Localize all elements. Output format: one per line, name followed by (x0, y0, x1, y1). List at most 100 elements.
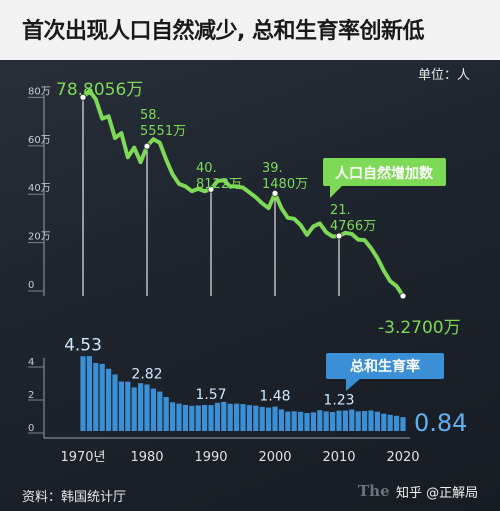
top-y-tick-label: 40万 (28, 183, 51, 194)
fertility-bar (394, 415, 400, 431)
series-label-pointer-natural (330, 186, 342, 198)
callout-label: 4766万 (330, 219, 376, 234)
x-tick-label: 2010 (322, 450, 355, 465)
fertility-bar (208, 405, 214, 431)
callout-label: 40. (196, 161, 217, 176)
fertility-bar (182, 404, 188, 431)
fertility-bar (246, 405, 252, 431)
x-tick-label: 2000 (258, 450, 291, 465)
fertility-value-label: 1.48 (259, 389, 290, 405)
fertility-bar (298, 411, 304, 431)
fertility-bar (131, 387, 137, 431)
fertility-bar (157, 391, 163, 431)
fertility-bar (170, 402, 176, 431)
fertility-bar (176, 403, 182, 431)
fertility-value-label: 1.23 (323, 393, 354, 409)
bottom-y-tick-label: 0 (28, 423, 34, 434)
natural-increase-line (81, 88, 405, 298)
callout-label: 5551万 (140, 124, 186, 139)
fertility-value-label: 0.84 (414, 409, 467, 437)
chart-title: 首次出现人口自然减少, 总和生育率创新低 (22, 19, 425, 44)
fertility-bar (86, 356, 92, 431)
top-y-tick-label: 60万 (28, 135, 51, 146)
fertility-bar (323, 411, 329, 431)
series-label-pointer-fertility (346, 379, 360, 391)
watermark-the: The (358, 482, 390, 500)
top-y-tick-label: 20万 (28, 232, 51, 243)
callout-marker (207, 185, 215, 193)
callout-marker (143, 142, 151, 150)
series-label-box-natural (323, 158, 446, 186)
callout-marker (335, 232, 343, 240)
watermark-zhihu: 知乎 @正解局 (396, 486, 479, 501)
fertility-bar (138, 383, 144, 431)
fertility-bar (330, 412, 336, 431)
fertility-bar (93, 363, 99, 431)
fertility-bar (336, 410, 342, 431)
callout-label: 78.8056万 (56, 80, 143, 100)
fertility-bar (272, 406, 278, 431)
series-label-box-fertility (326, 353, 444, 379)
callout-label: -3.2700万 (378, 318, 461, 338)
fertility-bar (150, 388, 156, 431)
fertility-bar (285, 411, 291, 431)
callout-label: 1480万 (262, 177, 308, 192)
fertility-bar (99, 363, 105, 431)
top-y-tick-label: 80万 (28, 86, 51, 97)
fertility-bar (259, 406, 265, 431)
fertility-bar (144, 384, 150, 431)
fertility-bar (362, 411, 368, 431)
fertility-bar (189, 405, 195, 431)
bottom-y-tick-label: 4 (28, 357, 34, 368)
fertility-value-label: 2.82 (131, 366, 162, 382)
fertility-value-label: 4.53 (64, 335, 102, 355)
series-label-fertility: 总和生育率 (350, 358, 420, 375)
callout-label: 39. (262, 161, 283, 176)
fertility-bar (387, 414, 393, 431)
fertility-bar (278, 409, 284, 431)
callout-label: 58. (140, 108, 161, 123)
x-tick-label: 2020 (386, 450, 419, 465)
fertility-bar (355, 411, 361, 431)
fertility-bar (400, 417, 406, 431)
fertility-bar (374, 411, 380, 431)
title-bar: 首次出现人口自然减少, 总和生育率创新低 (0, 0, 500, 60)
bottom-y-tick-label: 2 (28, 390, 34, 401)
fertility-value-label: 1.57 (195, 387, 226, 403)
fertility-bar (368, 410, 374, 431)
fertility-bar (125, 381, 131, 431)
fertility-bar (214, 402, 220, 431)
fertility-bar (202, 404, 208, 431)
x-tick-label: 1990 (194, 450, 227, 465)
fertility-bar (266, 407, 272, 431)
fertility-bar (234, 403, 240, 431)
fertility-bar (381, 413, 387, 431)
top-y-tick-label: 0 (28, 280, 34, 291)
fertility-bar (342, 410, 348, 431)
callout-label: 8122万 (196, 177, 242, 192)
callout-label: 21. (330, 203, 351, 218)
fertility-bar (118, 381, 124, 431)
unit-label: 单位：人 (417, 68, 470, 83)
source-label: 资料：韩国统计厅 (22, 490, 127, 505)
x-tick-label: 1980 (130, 450, 163, 465)
callout-marker (399, 292, 407, 300)
x-tick-label: 1970년 (60, 450, 105, 465)
callout-marker (271, 189, 279, 197)
fertility-bar (304, 413, 310, 431)
fertility-bar (227, 403, 233, 431)
fertility-bar (80, 356, 86, 431)
series-label-natural: 人口自然增加数 (335, 165, 434, 182)
fertility-bar (221, 401, 227, 431)
fertility-bar (253, 405, 259, 431)
fertility-bar (310, 412, 316, 431)
callout-marker (79, 93, 87, 101)
fertility-bar (112, 374, 118, 431)
fertility-bar (106, 368, 112, 431)
fertility-bar (291, 411, 297, 431)
fertility-bar (163, 397, 169, 431)
fertility-bar (240, 404, 246, 431)
fertility-bar (317, 410, 323, 431)
